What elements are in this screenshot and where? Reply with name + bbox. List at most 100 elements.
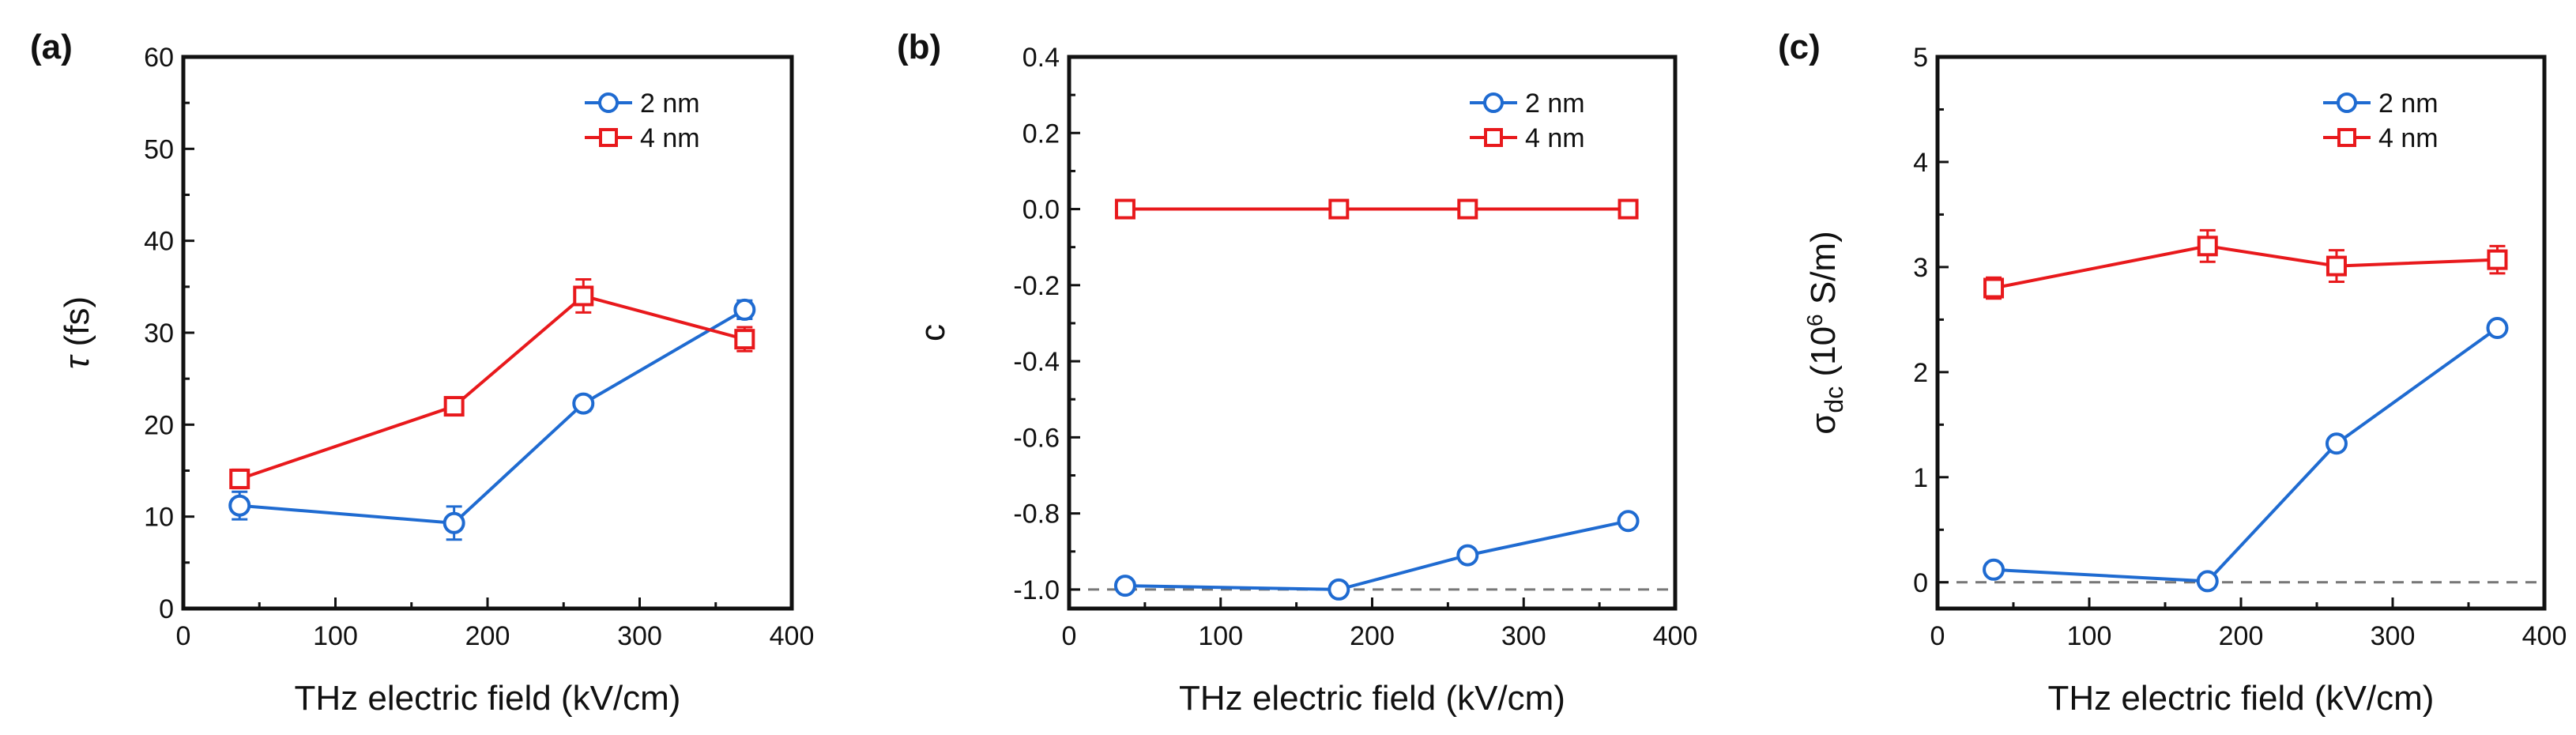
legend-entry: 2 nm	[585, 89, 700, 119]
legend-label: 2 nm	[1525, 89, 1585, 119]
y-tick-label: 1	[1913, 463, 1928, 493]
data-point	[2197, 236, 2218, 257]
series-line	[1993, 326, 2499, 583]
y-tick-label: 50	[144, 134, 174, 164]
data-point	[443, 396, 465, 417]
y-tick-label: 0.0	[1022, 195, 1060, 225]
x-axis-label: THz electric field (kV/cm)	[295, 679, 681, 718]
y-tick-label: 0	[1913, 568, 1928, 598]
panel-a: 0 100 200 300 400 0 10 20 30 40 50 60 2 nm 4 nm (a) THz…	[30, 28, 814, 718]
data-point	[1328, 198, 1350, 220]
legend-entry: 2 nm	[1470, 89, 1585, 119]
legend-marker	[598, 92, 619, 113]
data-point	[1983, 277, 2005, 299]
panel-label: (c)	[1778, 28, 1821, 66]
x-tick-label: 400	[770, 621, 815, 651]
series-2-nm	[1113, 510, 1640, 601]
series-line	[239, 294, 745, 481]
data-point	[734, 329, 755, 350]
data-point	[229, 468, 250, 489]
data-point	[2196, 570, 2219, 593]
data-point	[1328, 578, 1350, 601]
y-tick-label: 40	[144, 227, 174, 257]
x-tick-label: 0	[1062, 621, 1077, 651]
legend-entry: 4 nm	[2323, 123, 2439, 153]
y-axis-label: σdc (106 S/m)	[1802, 231, 1848, 434]
x-tick-label: 300	[2371, 621, 2416, 651]
x-tick-label: 0	[1930, 621, 1945, 651]
x-tick-label: 100	[2067, 621, 2112, 651]
data-point	[1456, 544, 1479, 567]
y-axis-label: c	[913, 324, 952, 341]
legend-label: 2 nm	[2378, 89, 2439, 119]
legend-label: 4 nm	[640, 123, 700, 153]
data-point	[2326, 255, 2347, 277]
data-point	[2486, 317, 2509, 340]
data-point	[1618, 198, 1639, 220]
y-tick-label: 30	[144, 318, 174, 349]
y-tick-label: -0.6	[1013, 423, 1060, 453]
legend-entry: 4 nm	[1470, 123, 1585, 153]
data-point	[2487, 249, 2508, 270]
y-axis-label: τ (fs)	[58, 296, 96, 369]
y-tick-label: -0.8	[1013, 499, 1060, 530]
data-point	[573, 285, 594, 307]
y-tick-label: 20	[144, 410, 174, 440]
x-tick-label: 200	[2219, 621, 2264, 651]
data-point	[1113, 575, 1136, 597]
data-point	[1114, 198, 1135, 220]
x-tick-label: 300	[1501, 621, 1546, 651]
plot-frame	[1935, 55, 2547, 611]
panel-b: 0 100 200 300 400 -1.0 -0.8 -0.6 -0.4 -0.2 0.0 0.2 0…	[897, 28, 1697, 718]
series-2-nm	[1983, 317, 2509, 593]
series-4-nm	[1983, 228, 2508, 300]
y-tick-label: 3	[1913, 253, 1928, 283]
panel-c: 0 100 200 300 400 0 1 2 3 4 5 2 nm 4 nm (c) THz electr…	[1778, 28, 2567, 718]
data-point	[443, 511, 465, 534]
data-point	[2325, 432, 2348, 455]
series-2-nm	[228, 298, 756, 541]
data-point	[1983, 558, 2005, 581]
plot-frame	[1067, 55, 1678, 611]
data-point	[1457, 198, 1478, 220]
y-tick-label: 60	[144, 43, 174, 73]
legend-marker	[599, 128, 618, 147]
x-tick-label: 400	[1653, 621, 1698, 651]
panel-label: (a)	[30, 28, 73, 66]
series-line	[239, 308, 746, 525]
legend-marker	[2337, 92, 2357, 113]
y-tick-label: 0.2	[1022, 119, 1060, 149]
x-tick-label: 200	[465, 621, 510, 651]
series-line	[1124, 519, 1629, 591]
data-point	[572, 392, 595, 415]
x-tick-label: 100	[1198, 621, 1243, 651]
y-tick-label: 10	[144, 503, 174, 533]
y-tick-label: 4	[1913, 148, 1928, 178]
y-tick-label: -0.4	[1013, 347, 1060, 377]
legend-marker	[1484, 128, 1503, 147]
legend-entry: 4 nm	[585, 123, 700, 153]
legend-marker	[1483, 92, 1504, 113]
plot-frame	[181, 55, 794, 611]
series-4-nm	[229, 278, 755, 490]
data-point	[1617, 510, 1640, 533]
x-tick-label: 200	[1350, 621, 1395, 651]
legend-label: 2 nm	[640, 89, 700, 119]
legend-marker	[2337, 128, 2356, 147]
y-tick-label: 5	[1913, 43, 1928, 73]
x-tick-label: 100	[313, 621, 358, 651]
legend-label: 4 nm	[2378, 123, 2439, 153]
x-tick-label: 300	[617, 621, 662, 651]
x-axis-label: THz electric field (kV/cm)	[1179, 679, 1565, 718]
y-tick-label: 2	[1913, 358, 1928, 388]
y-tick-label: 0	[159, 594, 174, 624]
y-tick-label: -0.2	[1013, 271, 1060, 301]
x-axis-label: THz electric field (kV/cm)	[2048, 679, 2435, 718]
x-tick-label: 400	[2522, 621, 2567, 651]
data-point	[733, 298, 756, 321]
y-tick-label: 0.4	[1022, 43, 1060, 73]
series-line	[1993, 244, 2498, 290]
data-point	[228, 494, 251, 517]
y-tick-label: -1.0	[1013, 575, 1060, 605]
